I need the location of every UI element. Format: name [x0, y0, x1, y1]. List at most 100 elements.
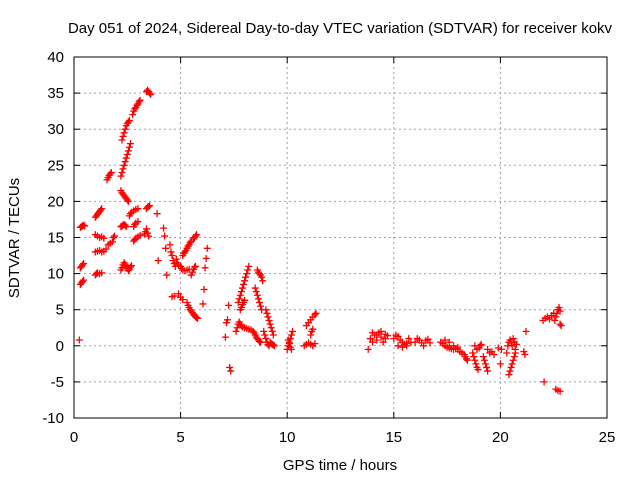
data-point	[398, 343, 406, 351]
y-tick-label: 35	[47, 85, 64, 102]
data-point	[237, 288, 245, 296]
x-tick-label: 25	[599, 429, 616, 446]
data-point	[225, 301, 233, 309]
data-point	[147, 91, 155, 99]
data-point	[120, 129, 128, 137]
data-point	[522, 327, 530, 335]
data-point	[368, 338, 376, 346]
data-point	[255, 337, 263, 345]
x-tick-label: 20	[492, 429, 509, 446]
data-point	[126, 263, 134, 271]
data-point	[160, 224, 168, 232]
data-point	[454, 343, 462, 351]
data-point	[257, 302, 265, 310]
data-point	[505, 371, 513, 379]
data-point	[262, 306, 270, 314]
data-point	[184, 242, 192, 250]
data-point	[124, 147, 132, 155]
data-point	[364, 345, 372, 353]
data-point	[79, 261, 87, 269]
data-point	[81, 222, 89, 230]
data-point	[111, 232, 119, 240]
data-point	[136, 96, 144, 104]
data-point	[266, 320, 274, 328]
data-point	[483, 363, 491, 371]
data-point	[121, 158, 129, 166]
data-point	[121, 125, 129, 133]
data-point	[80, 221, 88, 229]
data-point	[379, 338, 387, 346]
data-point	[224, 316, 232, 324]
x-tick-label: 0	[70, 429, 78, 446]
data-point	[120, 259, 128, 267]
data-point	[540, 378, 548, 386]
data-point	[98, 269, 106, 277]
data-point	[121, 221, 129, 229]
y-tick-label: 10	[47, 266, 64, 283]
data-point	[174, 290, 182, 298]
data-point	[508, 360, 516, 368]
data-point	[249, 327, 257, 335]
data-point	[255, 298, 263, 306]
data-point	[221, 333, 229, 341]
data-point	[510, 353, 518, 361]
data-point	[311, 311, 319, 319]
data-point	[252, 288, 260, 296]
y-tick-labels: -10 -5 0 5 10 15 20 25 30 35 40	[42, 49, 64, 427]
data-point	[97, 206, 105, 214]
data-point	[235, 295, 243, 303]
data-point	[118, 169, 126, 177]
data-point	[133, 101, 141, 109]
y-tick-label: 40	[47, 49, 64, 66]
data-point	[172, 255, 180, 263]
data-point	[241, 296, 249, 304]
data-point	[227, 367, 235, 375]
data-point	[239, 280, 247, 288]
data-point	[243, 270, 251, 278]
data-point	[194, 314, 202, 322]
data-point	[259, 277, 267, 285]
data-point	[551, 317, 559, 325]
data-point	[284, 336, 292, 344]
data-point	[128, 262, 136, 270]
data-point	[377, 327, 385, 335]
data-point	[260, 327, 268, 335]
data-point	[267, 324, 275, 332]
data-point	[244, 266, 252, 274]
data-point	[481, 360, 489, 368]
data-point	[268, 327, 276, 335]
data-point	[168, 252, 176, 260]
data-point	[129, 111, 137, 119]
data-point	[167, 248, 175, 256]
data-point	[556, 387, 564, 395]
data-point	[312, 309, 320, 317]
data-point	[462, 355, 470, 363]
data-point	[469, 349, 477, 357]
data-point	[251, 284, 259, 292]
data-point	[424, 335, 432, 343]
data-point	[381, 330, 389, 338]
data-point	[262, 335, 270, 343]
y-tick-label: 20	[47, 193, 64, 210]
data-point	[146, 202, 154, 210]
data-point	[75, 336, 83, 344]
data-point	[241, 277, 249, 285]
data-point	[203, 244, 211, 252]
data-point	[556, 307, 564, 315]
data-point	[484, 367, 492, 375]
data-point	[162, 244, 170, 252]
data-point	[119, 165, 127, 173]
x-tick-label: 15	[385, 429, 402, 446]
data-point	[258, 273, 266, 281]
data-point	[170, 292, 178, 300]
data-point	[80, 259, 88, 267]
y-axis-label: SDTVAR / TECUs	[6, 178, 23, 298]
y-tick-label: -5	[51, 374, 64, 391]
data-point	[161, 232, 169, 240]
data-point	[253, 291, 261, 299]
data-point	[270, 342, 278, 350]
data-point	[142, 225, 150, 233]
data-point	[181, 248, 189, 256]
